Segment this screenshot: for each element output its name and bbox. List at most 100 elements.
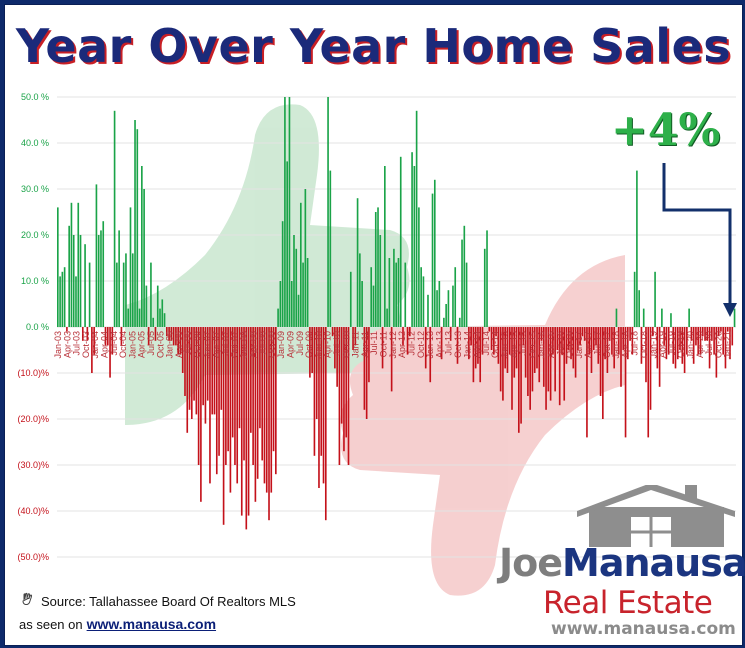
logo-subtitle: Real Estate bbox=[543, 585, 713, 621]
bar bbox=[238, 327, 241, 429]
x-tick-label: Apr-04 bbox=[100, 331, 110, 358]
bar bbox=[231, 327, 234, 438]
bar bbox=[529, 327, 531, 410]
bar bbox=[329, 170, 332, 327]
bar bbox=[688, 308, 690, 327]
bar bbox=[506, 327, 509, 373]
bar bbox=[436, 290, 438, 327]
bar bbox=[443, 317, 445, 327]
x-tick-label: Jul-09 bbox=[295, 331, 305, 356]
bar bbox=[343, 327, 345, 452]
bar bbox=[356, 198, 359, 327]
bar bbox=[213, 327, 216, 415]
bar bbox=[615, 308, 618, 327]
bar bbox=[433, 179, 436, 327]
bar bbox=[91, 327, 93, 373]
y-tick-label: (50.0)% bbox=[17, 552, 49, 562]
bar bbox=[590, 327, 593, 373]
bar bbox=[311, 327, 313, 373]
bar bbox=[692, 327, 695, 364]
bar bbox=[159, 308, 161, 327]
bar bbox=[181, 327, 184, 373]
bar bbox=[415, 110, 418, 327]
bar bbox=[636, 170, 638, 327]
bar bbox=[215, 327, 218, 475]
y-tick-label: (20.0)% bbox=[17, 414, 49, 424]
bar bbox=[163, 313, 166, 327]
x-tick-label: Apr-08 bbox=[248, 331, 258, 358]
bar bbox=[77, 202, 80, 327]
bar bbox=[620, 327, 622, 387]
bar bbox=[602, 327, 604, 419]
bar bbox=[66, 327, 68, 332]
bar bbox=[259, 327, 261, 429]
bar bbox=[545, 327, 547, 410]
bar bbox=[549, 327, 552, 401]
bar bbox=[331, 327, 334, 337]
bar bbox=[263, 327, 266, 484]
website-link[interactable]: www.manausa.com bbox=[86, 616, 217, 632]
bar bbox=[122, 262, 125, 327]
bar bbox=[577, 327, 579, 350]
bar bbox=[125, 253, 127, 327]
x-tick-label: Oct-04 bbox=[118, 331, 128, 358]
bar bbox=[381, 327, 384, 369]
bar bbox=[57, 207, 59, 327]
bar bbox=[186, 327, 189, 433]
x-tick-label: Jul-04 bbox=[109, 331, 119, 356]
bar bbox=[627, 327, 629, 360]
x-tick-label: Jan-12 bbox=[388, 331, 398, 359]
bar bbox=[686, 327, 688, 355]
bar bbox=[711, 327, 713, 341]
bar bbox=[379, 235, 382, 327]
bar bbox=[649, 327, 652, 410]
x-tick-label: Jul-17 bbox=[593, 331, 603, 356]
bar bbox=[256, 327, 259, 479]
bar bbox=[227, 327, 229, 452]
bar bbox=[726, 327, 729, 332]
x-tick-label: Jan-16 bbox=[537, 331, 547, 359]
bar bbox=[279, 281, 282, 327]
bar bbox=[604, 327, 606, 360]
bar bbox=[631, 327, 634, 355]
bar bbox=[570, 327, 572, 360]
bar bbox=[254, 327, 257, 502]
bar bbox=[606, 327, 609, 373]
bar bbox=[422, 276, 425, 327]
arrow-line bbox=[662, 163, 732, 305]
bar bbox=[474, 327, 477, 369]
bar bbox=[61, 271, 64, 327]
bar bbox=[493, 327, 495, 355]
bar bbox=[640, 327, 643, 364]
x-tick-label: Jan-14 bbox=[462, 331, 472, 359]
bar bbox=[522, 327, 525, 346]
annotation-arrow bbox=[662, 163, 737, 317]
bar bbox=[701, 327, 704, 337]
bar bbox=[663, 327, 665, 346]
bar bbox=[572, 327, 575, 369]
bar bbox=[200, 327, 202, 502]
bar bbox=[722, 327, 725, 355]
bar bbox=[359, 253, 361, 327]
bar bbox=[184, 327, 186, 396]
hand-icon bbox=[21, 592, 35, 609]
bar bbox=[468, 327, 470, 360]
bar bbox=[277, 308, 279, 327]
bars bbox=[57, 97, 736, 530]
bar bbox=[170, 327, 173, 341]
bar bbox=[667, 327, 670, 355]
bar bbox=[156, 285, 159, 327]
bar bbox=[195, 327, 198, 415]
bar bbox=[461, 239, 463, 327]
bar bbox=[102, 221, 105, 327]
bar bbox=[617, 327, 620, 355]
bar bbox=[406, 327, 409, 355]
bar bbox=[563, 327, 566, 401]
logo-url: www.manausa.com bbox=[551, 619, 736, 639]
x-tick-label: Oct-10 bbox=[341, 331, 351, 358]
bar bbox=[520, 327, 522, 424]
bar bbox=[481, 327, 484, 355]
bar bbox=[134, 120, 136, 327]
bar bbox=[629, 327, 631, 341]
bar bbox=[288, 97, 291, 327]
